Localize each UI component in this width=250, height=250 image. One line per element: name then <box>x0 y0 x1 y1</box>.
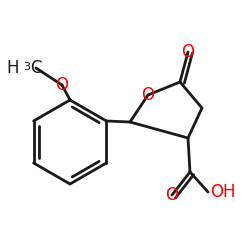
Text: C: C <box>30 59 42 77</box>
Text: H: H <box>6 59 19 77</box>
Text: O: O <box>182 43 194 61</box>
Text: O: O <box>166 186 178 204</box>
Text: O: O <box>56 76 68 94</box>
Text: 3: 3 <box>23 62 30 72</box>
Text: O: O <box>142 86 154 104</box>
Text: OH: OH <box>210 183 236 201</box>
